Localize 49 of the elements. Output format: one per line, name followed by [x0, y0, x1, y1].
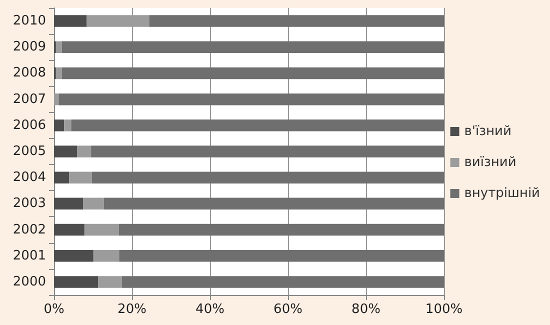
y-tick-label: 2005 [12, 144, 46, 159]
x-tick-label: 0% [44, 302, 64, 317]
y-tick-label: 2009 [12, 40, 46, 55]
y-tick-label: 2003 [12, 196, 46, 212]
x-tick-label: 60% [274, 302, 302, 317]
y-tick-label: 2000 [12, 274, 46, 290]
bar [62, 41, 444, 54]
bar [71, 120, 444, 132]
bar [54, 224, 84, 236]
bar [62, 67, 444, 80]
bar [119, 250, 444, 262]
y-tick-label: 2004 [12, 170, 46, 186]
bar [122, 276, 444, 288]
bar [54, 15, 87, 27]
bar [77, 146, 92, 158]
bar [54, 172, 70, 184]
bar [93, 250, 120, 262]
bar [54, 250, 94, 262]
legend-label: в'їзний [464, 124, 512, 139]
bar [54, 198, 84, 210]
bar [149, 15, 444, 27]
x-tick-label: 80% [352, 302, 380, 317]
bar [69, 172, 92, 184]
bar [98, 276, 122, 288]
y-tick-label: 2008 [12, 66, 46, 81]
bar [118, 224, 444, 236]
bar [92, 172, 444, 184]
bar [64, 120, 72, 132]
bar [83, 198, 104, 210]
bar [56, 41, 62, 54]
x-tick-label: 40% [196, 302, 224, 317]
x-tick-label: 20% [118, 302, 146, 317]
y-tick-label: 2001 [12, 248, 46, 264]
bar [54, 120, 64, 132]
y-tick-label: 2007 [12, 92, 46, 107]
bar [104, 198, 444, 210]
bar [56, 67, 62, 80]
bar [54, 93, 59, 106]
y-tick-label: 2010 [12, 14, 46, 29]
bar [54, 146, 78, 158]
bar [54, 276, 98, 288]
y-tick-label: 2002 [12, 222, 46, 238]
bar [84, 224, 119, 236]
x-tick-label: 100% [425, 302, 463, 317]
bar [58, 93, 444, 106]
y-tick-label: 2006 [12, 118, 46, 133]
legend-label: внутрішній [464, 186, 540, 201]
bar [91, 146, 444, 158]
legend-label: виїзний [464, 155, 516, 170]
